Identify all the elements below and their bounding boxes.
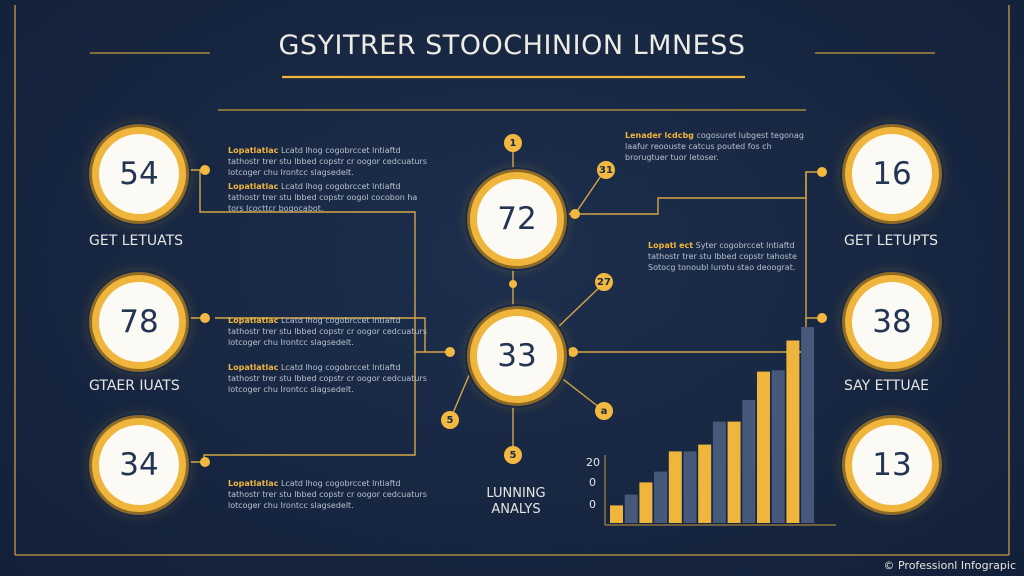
caption-left-top: GET LETUATS — [89, 233, 184, 249]
text-note-heading: Lopatlatlac — [228, 182, 279, 191]
caption-right-top: GET LETUPTS — [844, 233, 939, 249]
stat-circle-center-1: 72 — [470, 172, 564, 266]
bar — [771, 370, 785, 523]
bar — [742, 400, 756, 523]
text-note-heading: Lopatlatlac — [228, 479, 279, 488]
bar — [624, 494, 638, 523]
text-note-heading: Lopatl ect — [648, 241, 694, 250]
text-note-2: Lopatlatlac Lcatd lhog cogobrccet lntiaf… — [228, 181, 428, 214]
badge-lower-left: 5 — [441, 411, 459, 429]
text-note-3: Lopatlatlac Lcatd lhog cogobrccet lntiaf… — [228, 315, 428, 348]
badge-lower-right: a — [595, 402, 613, 420]
text-note-1: Lopatlatlac Lcatd lhog cogobrccet lntiaf… — [228, 145, 428, 178]
analysis-label-line-2: ANALYS — [491, 502, 541, 517]
bar — [786, 340, 800, 523]
badge-upper-right: 31 — [597, 161, 615, 179]
page-title: GSYITRER STOOCHINION LMNESS — [278, 30, 746, 61]
stat-circle-center-2: 33 — [470, 309, 564, 403]
text-note-4: Lopatlatlac Lcatd lhog cogobrccet lntiaf… — [228, 362, 428, 395]
stat-circle-right-2: 38 — [845, 275, 939, 369]
analysis-label: LUNNING ANALYS — [474, 486, 558, 518]
bar-chart-axis — [604, 455, 836, 526]
analysis-label-line-1: LUNNING — [486, 486, 546, 501]
text-note-5: Lopatlatlac Lcatd lhog cogobrccet lntiaf… — [228, 478, 428, 511]
text-note-heading: Lenader lcdcbg — [625, 131, 694, 140]
bar — [683, 451, 697, 523]
stat-circle-left-1: 54 — [92, 127, 186, 221]
bar — [727, 421, 741, 523]
text-note-body: Lcatd lhog cogobrccet lntiaftd tathostr … — [228, 146, 427, 177]
connector-dots — [200, 165, 827, 467]
bar — [654, 471, 668, 523]
axis-tick-label: 0 — [589, 498, 596, 511]
text-note-heading: Lopatlatlac — [228, 146, 279, 155]
text-note-body: Lcatd lhog cogobrccet lntiaftd tathostr … — [228, 363, 427, 394]
frame — [14, 5, 1010, 556]
text-note-heading: Lopatlatlac — [228, 363, 279, 372]
bar — [801, 327, 815, 523]
text-note-6: Lenader lcdcbg cogosuret lubgest tegonag… — [625, 130, 805, 163]
bar — [668, 451, 682, 523]
bar — [698, 444, 712, 523]
bar — [712, 421, 726, 523]
badge-top: 1 — [504, 134, 522, 152]
stat-circle-left-2: 78 — [92, 275, 186, 369]
badge-mid-right: 27 — [595, 273, 613, 291]
footer-credit: © Professionl Infograpic — [883, 559, 1016, 572]
text-note-body: cogosuret lubgest tegonag laafur reooust… — [625, 131, 804, 162]
bar — [610, 505, 623, 523]
bar-chart — [610, 327, 815, 523]
text-note-body: Lcatd lhog cogobrccet lntiaftd tathostr … — [228, 316, 427, 347]
axis-tick-label: 0 — [589, 476, 596, 489]
badge-bottom: 5 — [504, 446, 522, 464]
caption-right-mid: SAY ETTUAE — [844, 378, 930, 394]
text-note-body: Lcatd lhog cogobrccet lntiaftd tathostr … — [228, 182, 418, 213]
stat-circle-right-3: 13 — [845, 418, 939, 512]
stat-circle-left-3: 34 — [92, 418, 186, 512]
text-note-body: Lcatd lhog cogobrccet lntiaftd tathostr … — [228, 479, 427, 510]
axis-tick-label: 20 — [586, 456, 600, 469]
text-note-body: Syter cogobrccet lntiaftd tathostr trer … — [648, 241, 797, 272]
bar — [639, 482, 653, 523]
caption-left-mid: GTAER IUATS — [89, 378, 180, 394]
bar — [757, 371, 770, 523]
text-note-heading: Lopatlatlac — [228, 316, 279, 325]
stat-circle-right-1: 16 — [845, 127, 939, 221]
text-note-7: Lopatl ect Syter cogobrccet lntiaftd tat… — [648, 240, 808, 273]
